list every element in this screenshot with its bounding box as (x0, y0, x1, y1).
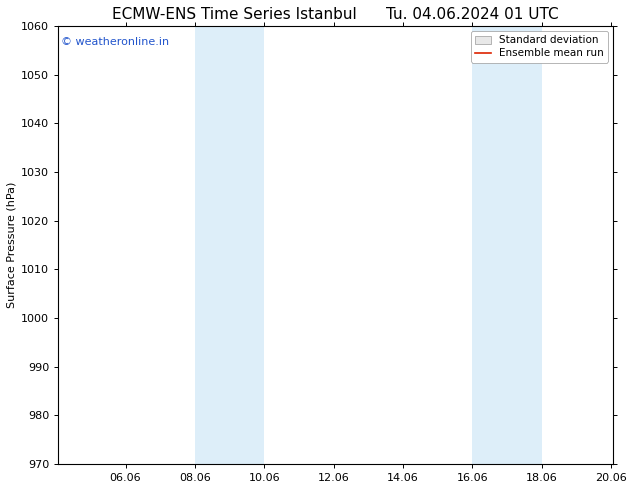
Y-axis label: Surface Pressure (hPa): Surface Pressure (hPa) (7, 182, 17, 308)
Legend: Standard deviation, Ensemble mean run: Standard deviation, Ensemble mean run (471, 31, 608, 63)
Bar (472, 26, 507, 464)
Bar (230, 26, 264, 464)
Bar (507, 26, 541, 464)
Bar (195, 26, 230, 464)
Text: © weatheronline.in: © weatheronline.in (61, 37, 169, 47)
Title: ECMW-ENS Time Series Istanbul      Tu. 04.06.2024 01 UTC: ECMW-ENS Time Series Istanbul Tu. 04.06.… (112, 7, 559, 22)
